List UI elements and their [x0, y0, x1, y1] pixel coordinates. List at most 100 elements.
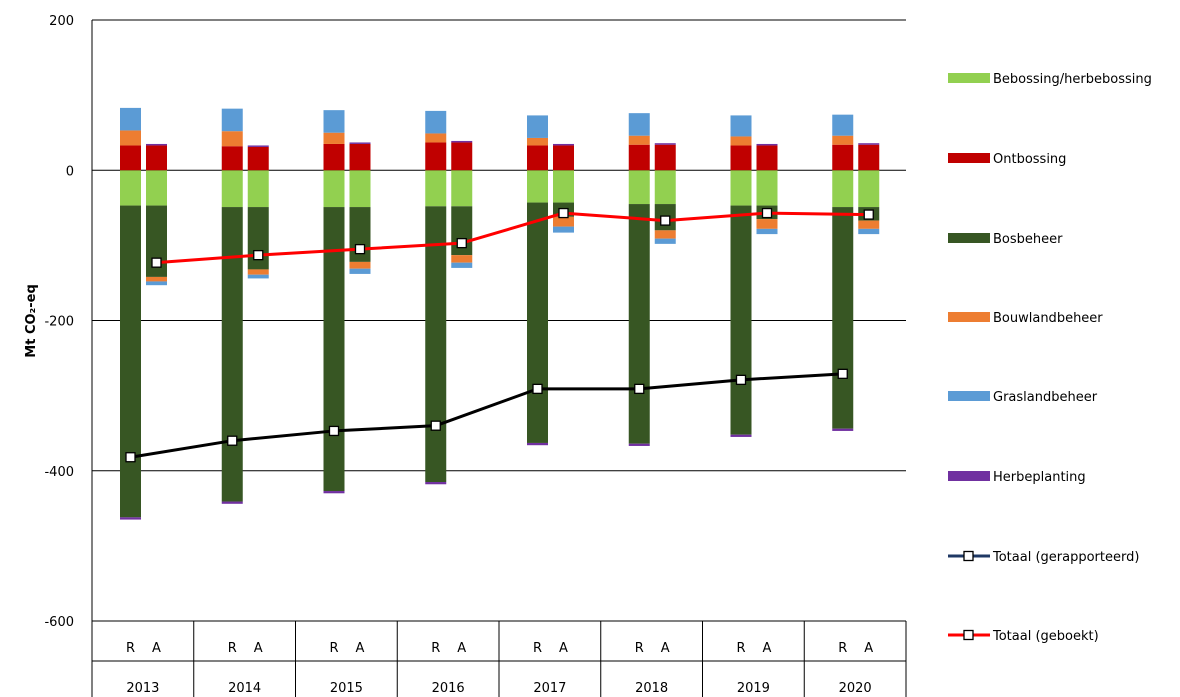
bar-segment [247, 170, 269, 208]
bar-segment [247, 269, 269, 275]
line-marker [430, 420, 441, 431]
line-marker [634, 383, 645, 395]
line-marker [863, 209, 874, 220]
line-marker [253, 249, 264, 261]
year-label: 2019 [737, 681, 770, 696]
bar-segment [756, 228, 778, 235]
sub-category-label: R [838, 641, 847, 656]
y-tick-label: -200 [44, 315, 74, 330]
bar-segment [730, 115, 752, 137]
line-marker [227, 435, 238, 446]
bar-segment [730, 170, 752, 206]
bar-segment [832, 207, 854, 429]
bar-segment [451, 140, 473, 143]
legend-label: Graslandbeheer [993, 390, 1098, 405]
bar-segment [654, 238, 676, 244]
year-label: 2015 [330, 681, 363, 696]
legend-label: Bouwlandbeheer [993, 311, 1103, 326]
bar-segment [858, 144, 880, 171]
bar-segment [323, 170, 345, 208]
year-label: 2013 [126, 681, 159, 696]
line-marker [125, 452, 136, 463]
bar-segment [247, 146, 269, 171]
bar-segment [120, 145, 141, 171]
bar-segment [451, 170, 473, 207]
sub-category-label: A [254, 641, 263, 656]
line-marker [735, 374, 747, 385]
bar-segment [628, 135, 650, 145]
legend-swatch [948, 153, 990, 163]
y-tick-label: 0 [66, 164, 74, 179]
bar-segment [425, 482, 447, 485]
bar-segment [146, 281, 167, 286]
bar-segment [527, 442, 548, 446]
bar-segment [146, 205, 167, 277]
bar-segment [247, 145, 269, 147]
bar-segment [527, 145, 548, 171]
sub-category-label: A [356, 641, 365, 656]
bar-segment [654, 144, 676, 171]
sub-category-label: R [431, 641, 440, 656]
bar-segment [425, 110, 447, 134]
bar-segment [553, 170, 574, 203]
bar-segment [120, 107, 141, 131]
bar-segment [146, 145, 167, 171]
bar-segment [349, 268, 371, 274]
bar-segment [628, 204, 650, 444]
line-marker [354, 243, 366, 255]
sub-category-label: R [736, 641, 745, 656]
bar-segment [221, 501, 243, 504]
bar-segment [832, 428, 854, 431]
bar-segment [858, 220, 880, 229]
legend-swatch [948, 73, 990, 83]
year-label: 2014 [228, 681, 261, 696]
year-label: 2017 [533, 681, 566, 696]
bar-segment [832, 170, 854, 208]
line-marker [837, 368, 848, 379]
legend-label: Totaal (gerapporteerd) [992, 550, 1139, 565]
bar-segment [730, 205, 752, 435]
y-tick-label: 200 [49, 14, 74, 29]
bar-segment [451, 142, 473, 171]
bar-segment [527, 202, 548, 443]
line-marker [532, 383, 543, 395]
line-marker [558, 207, 569, 219]
legend-label: Ontbossing [993, 152, 1066, 167]
bar-segment [858, 170, 880, 208]
gridlines [92, 19, 906, 622]
bar-segment [628, 113, 650, 136]
bar-segment [221, 108, 243, 132]
legend-marker [963, 629, 974, 641]
legend-marker [963, 550, 974, 562]
sub-category-label: A [457, 641, 466, 656]
sub-category-label: R [635, 641, 644, 656]
bar-segment [832, 144, 854, 171]
bar-segment [221, 207, 243, 502]
sub-category-label: R [126, 641, 135, 656]
legend-swatch [948, 471, 990, 481]
sub-category-label: R [329, 641, 338, 656]
legend: Bebossing/herbebossing Ontbossing Bosbehee… [948, 72, 1152, 644]
bar-segment [146, 276, 167, 282]
bar-segment [628, 170, 650, 205]
bar-segment [323, 207, 345, 492]
legend-label: Herbeplanting [993, 470, 1086, 485]
bar-segment [323, 491, 345, 494]
bar-segment [349, 143, 371, 171]
legend-swatch [948, 391, 990, 401]
bar-segment [221, 170, 243, 208]
bar-segment [425, 142, 447, 171]
sub-category-label: A [763, 641, 772, 656]
bar-segment [425, 133, 447, 143]
year-label: 2016 [432, 681, 465, 696]
bar-segment [553, 145, 574, 171]
bar-segment [654, 143, 676, 145]
bar-segment [858, 143, 880, 145]
bar-segment [120, 517, 141, 520]
bar-segment [451, 255, 473, 263]
bar-segment [349, 142, 371, 144]
bar-segment [527, 137, 548, 146]
bar-segment [553, 216, 574, 227]
bar-segment [832, 114, 854, 136]
year-label: 2020 [839, 681, 872, 696]
